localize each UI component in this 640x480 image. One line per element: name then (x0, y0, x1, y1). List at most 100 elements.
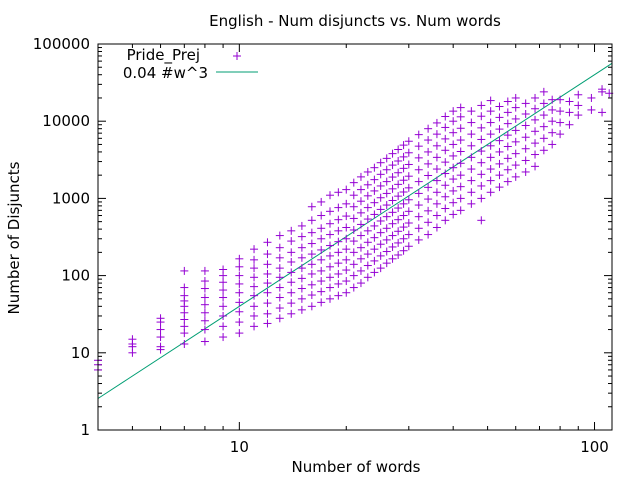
data-point (414, 189, 423, 198)
data-point (334, 215, 343, 224)
data-point (275, 304, 284, 313)
data-point (297, 253, 306, 262)
data-point (394, 250, 403, 259)
data-point (531, 150, 540, 159)
data-point (334, 203, 343, 212)
data-point (263, 260, 272, 269)
data-point (399, 211, 408, 220)
data-point (456, 103, 465, 112)
data-point (503, 97, 512, 106)
y-tick-label: 10 (71, 344, 90, 362)
data-point (376, 193, 385, 202)
data-point (394, 227, 403, 236)
data-point (486, 107, 495, 116)
data-point (441, 134, 450, 143)
data-point (521, 156, 530, 165)
data-point (263, 299, 272, 308)
data-point (441, 169, 450, 178)
data-point (456, 136, 465, 145)
data-point (297, 264, 306, 273)
data-point (399, 234, 408, 243)
data-point (503, 154, 512, 163)
data-point (574, 101, 583, 110)
data-point (297, 284, 306, 293)
data-point (548, 117, 557, 126)
data-point (317, 234, 326, 243)
data-point (342, 223, 351, 232)
data-point (388, 184, 397, 193)
data-point (521, 144, 530, 153)
data-point (382, 259, 391, 268)
data-point (180, 322, 189, 331)
data-point (307, 250, 316, 259)
data-point (424, 218, 433, 227)
data-point (317, 287, 326, 296)
data-point (326, 283, 335, 292)
data-point (376, 158, 385, 167)
data-point (356, 266, 365, 275)
data-point (539, 122, 548, 131)
data-point (317, 224, 326, 233)
legend-marker-plus (233, 52, 241, 60)
data-point (441, 112, 450, 121)
x-tick-label: 100 (580, 438, 609, 456)
data-point (477, 123, 486, 132)
data-point (317, 197, 326, 206)
data-point (598, 85, 607, 94)
data-point (477, 112, 486, 121)
data-point (235, 271, 244, 280)
data-point (404, 172, 413, 181)
data-point (467, 153, 476, 162)
data-point (250, 282, 259, 291)
data-point (307, 291, 316, 300)
data-point (235, 298, 244, 307)
data-point (467, 107, 476, 116)
data-point (441, 216, 450, 225)
data-point (287, 278, 296, 287)
data-point (495, 147, 504, 156)
data-point (275, 253, 284, 262)
data-point (382, 165, 391, 174)
data-point (275, 264, 284, 273)
data-point (356, 231, 365, 240)
data-point (370, 256, 379, 265)
data-point (349, 260, 358, 269)
data-point (180, 291, 189, 300)
data-point (275, 273, 284, 282)
data-point (503, 131, 512, 140)
data-point (263, 279, 272, 288)
data-point (432, 153, 441, 162)
data-point (449, 210, 458, 219)
data-point (287, 309, 296, 318)
data-point (326, 219, 335, 228)
data-point (477, 181, 486, 190)
data-point (399, 176, 408, 185)
x-tick-label: 10 (230, 438, 249, 456)
data-point (370, 186, 379, 195)
data-point (539, 87, 548, 96)
data-point (287, 226, 296, 235)
data-point (326, 262, 335, 271)
data-point (432, 130, 441, 139)
data-point (334, 291, 343, 300)
data-point (399, 152, 408, 161)
data-point (287, 268, 296, 277)
data-point (388, 149, 397, 158)
y-tick-label: 100000 (33, 35, 90, 53)
data-point (235, 318, 244, 327)
data-point (235, 307, 244, 316)
data-point (376, 240, 385, 249)
data-point (477, 194, 486, 203)
data-point (404, 230, 413, 239)
data-point (531, 162, 540, 171)
data-point (317, 266, 326, 275)
data-point (219, 293, 228, 302)
data-point (307, 216, 316, 225)
data-point (598, 108, 607, 117)
data-point (503, 142, 512, 151)
data-point (511, 103, 520, 112)
data-point (287, 248, 296, 257)
data-point (219, 322, 228, 331)
data-point (263, 309, 272, 318)
data-point (486, 165, 495, 174)
